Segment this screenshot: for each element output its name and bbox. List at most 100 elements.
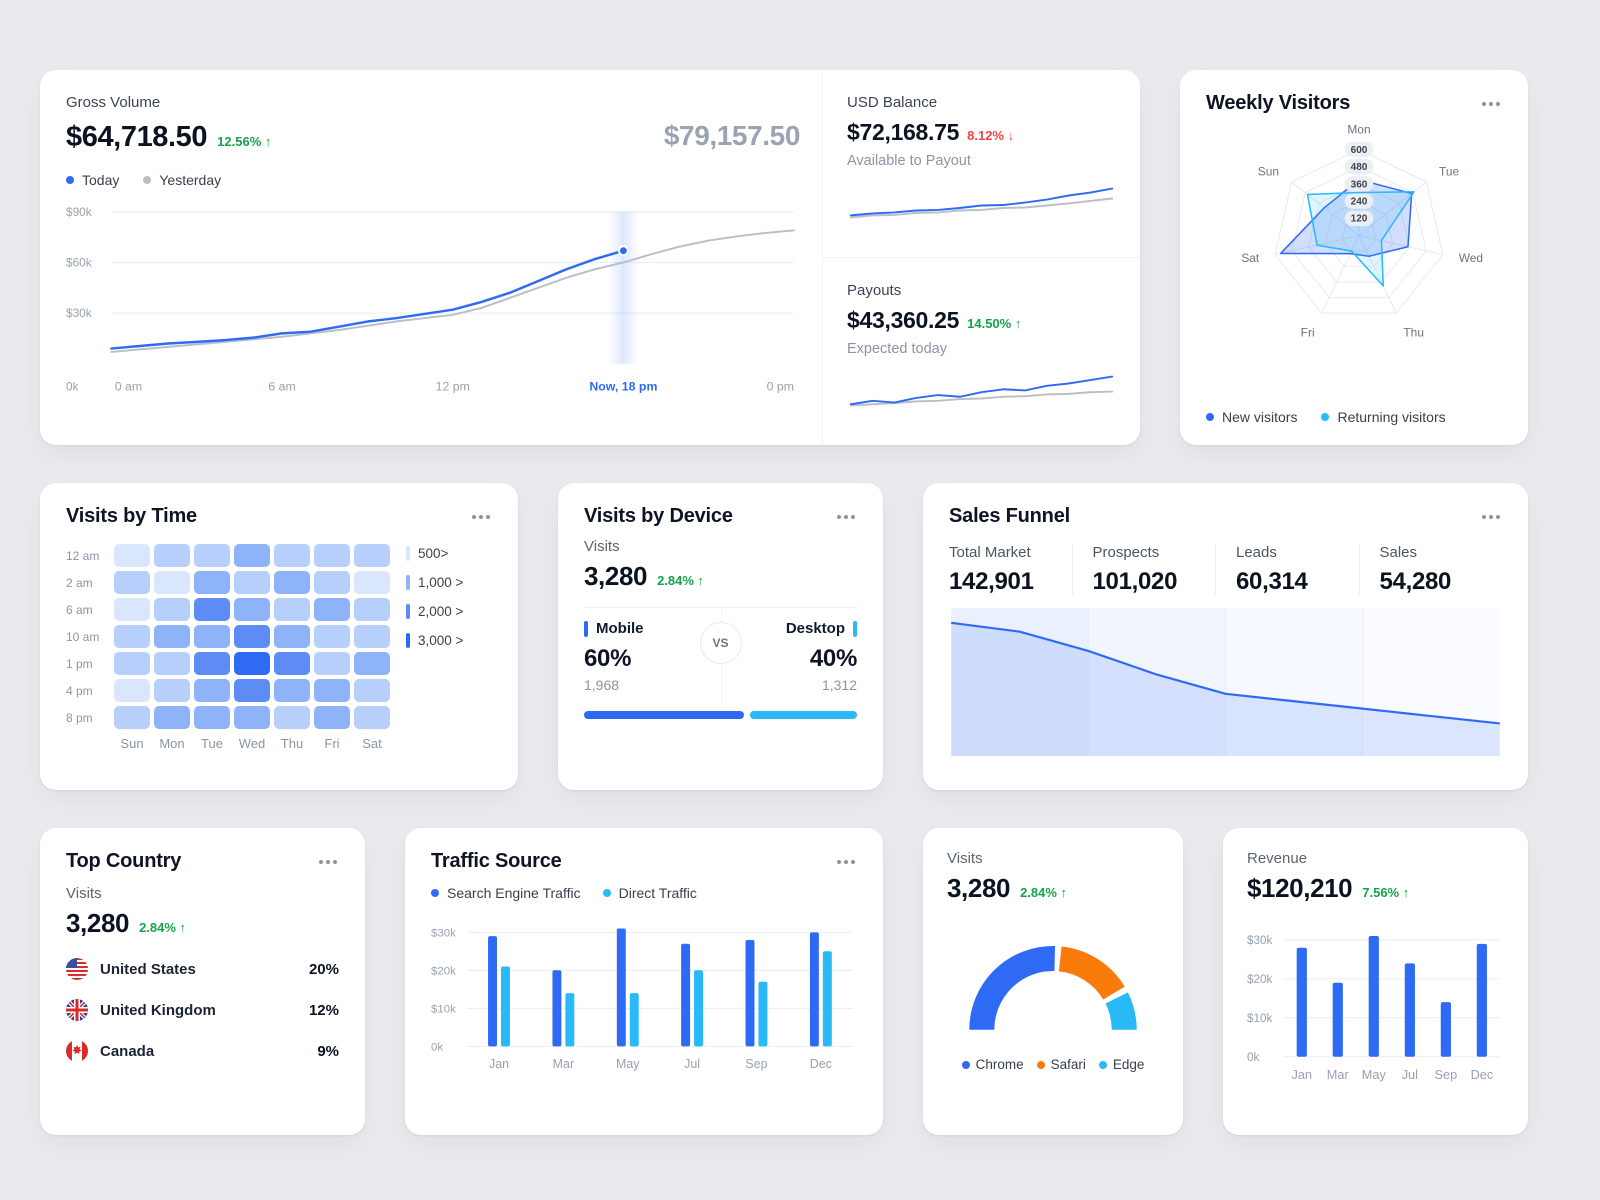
visits-by-time-title: Visits by Time [66, 505, 197, 527]
svg-text:120: 120 [1351, 214, 1368, 225]
more-options-icon[interactable] [470, 509, 492, 525]
heatmap-cell [194, 571, 230, 594]
new-visitors-dot-icon [1206, 413, 1214, 421]
heatmap-cell [314, 571, 350, 594]
heatmap-cell [114, 598, 150, 621]
svg-text:Dec: Dec [810, 1057, 832, 1071]
heatmap-cell [194, 625, 230, 648]
heatmap-legend-item[interactable]: 1,000 > [406, 575, 492, 590]
legend-item-safari[interactable]: Safari [1036, 1057, 1086, 1072]
more-options-icon[interactable] [1480, 509, 1502, 525]
search-engine-dot-icon [431, 889, 439, 897]
usd-balance-title: USD Balance [847, 94, 938, 111]
heatmap-cell [354, 544, 390, 567]
heatmap-cell [234, 679, 270, 702]
legend-item-new-visitors[interactable]: New visitors [1206, 409, 1297, 425]
heatmap-cell [194, 706, 230, 729]
funnel-stat-leads: Leads 60,314 [1215, 544, 1359, 596]
top-country-card: Top Country Visits 3,280 2.84% ↑ [40, 828, 365, 1135]
svg-text:12 pm: 12 pm [436, 379, 470, 393]
gross-volume-section: Gross Volume $64,718.50 12.56% ↑ $79,157… [40, 70, 822, 445]
svg-text:240: 240 [1351, 196, 1368, 207]
funnel-stat-sales: Sales 54,280 [1358, 544, 1503, 596]
heatmap-cell [274, 571, 310, 594]
heatmap-cell [234, 652, 270, 675]
more-options-icon[interactable] [1480, 96, 1502, 112]
heatmap-legend-item[interactable]: 3,000 > [406, 633, 492, 648]
today-dot-icon [66, 176, 74, 184]
more-options-icon[interactable] [835, 509, 857, 525]
heatmap-cell [194, 679, 230, 702]
country-row-united-states[interactable]: United States 20% [66, 958, 339, 980]
yesterday-total-value: $79,157.50 [663, 120, 801, 151]
heatmap-time-label: 2 am [66, 575, 93, 590]
heatmap-cell [234, 625, 270, 648]
heatmap-cell [194, 544, 230, 567]
more-options-icon[interactable] [317, 854, 339, 870]
payouts-sparkline [849, 375, 1114, 407]
gross-volume-card: Gross Volume $64,718.50 12.56% ↑ $79,157… [40, 70, 1140, 445]
heatmap-cell [314, 544, 350, 567]
heatmap-legend-item[interactable]: 2,000 > [406, 604, 492, 619]
chrome-dot-icon [961, 1060, 970, 1069]
traffic-source-title: Traffic Source [431, 850, 562, 872]
svg-text:Jan: Jan [1291, 1067, 1312, 1082]
legend-item-search-engine[interactable]: Search Engine Traffic [431, 885, 581, 901]
heatmap-cell [274, 706, 310, 729]
desktop-count: 1,312 [821, 677, 857, 693]
svg-text:0k: 0k [1247, 1051, 1260, 1064]
heatmap-cell [314, 625, 350, 648]
heatmap-corner [66, 733, 110, 751]
country-row-canada[interactable]: Canada 9% [66, 1040, 339, 1062]
funnel-stats: Total Market 142,901 Prospects 101,020 L… [949, 544, 1502, 596]
funnel-stat-prospects: Prospects 101,020 [1071, 544, 1216, 596]
yesterday-dot-icon [143, 176, 152, 184]
legend-item-yesterday[interactable]: Yesterday [143, 172, 221, 188]
mobile-bar-icon [584, 620, 588, 637]
svg-text:0 am: 0 am [115, 379, 142, 393]
heatmap-time-label: 4 pm [66, 683, 93, 698]
svg-text:$30k: $30k [1247, 934, 1273, 947]
browser-legend: Chrome Safari Edge [947, 1057, 1159, 1072]
balance-payouts-section: USD Balance $72,168.75 8.12% ↓ Available… [822, 70, 1140, 445]
heatmap-cell [114, 571, 150, 594]
browser-share-gauge-chart [969, 946, 1137, 1031]
legend-item-returning-visitors[interactable]: Returning visitors [1321, 409, 1446, 425]
divider [584, 607, 857, 608]
heatmap-cell [274, 679, 310, 702]
revenue-change: 7.56% ↑ [1362, 885, 1410, 900]
direct-traffic-dot-icon [602, 889, 611, 897]
vs-badge: VS [699, 622, 742, 664]
weekly-visitors-legend: New visitors Returning visitors [1206, 409, 1502, 425]
heatmap-time-label: 10 am [66, 629, 100, 644]
legend-item-edge[interactable]: Edge [1098, 1057, 1144, 1072]
heatmap-cell [274, 598, 310, 621]
legend-item-direct-traffic[interactable]: Direct Traffic [602, 885, 697, 901]
heatmap-legend-item[interactable]: 500> [406, 546, 492, 561]
legend-item-chrome[interactable]: Chrome [961, 1057, 1024, 1072]
returning-visitors-dot-icon [1321, 413, 1330, 421]
heatmap-cell [114, 544, 150, 567]
payouts-section: Payouts $43,360.25 14.50% ↑ Expected tod… [823, 257, 1140, 445]
svg-text:Fri: Fri [1301, 325, 1315, 339]
mobile-count: 1,968 [584, 677, 620, 693]
legend-bar-icon [406, 604, 410, 619]
us-flag-icon [66, 958, 88, 980]
heatmap-day-label: Tue [201, 736, 223, 751]
legend-item-today[interactable]: Today [66, 172, 119, 188]
gross-volume-title: Gross Volume [66, 94, 161, 111]
country-row-united-kingdom[interactable]: United Kingdom 12% [66, 999, 339, 1021]
svg-text:$20k: $20k [1247, 973, 1273, 986]
heatmap-time-label: 8 pm [66, 710, 93, 725]
revenue-bar-chart: $30k $20k $10k 0k Jan Mar May Jul Sep Dec [1247, 934, 1500, 1082]
more-options-icon[interactable] [835, 854, 857, 870]
sales-funnel-card: Sales Funnel Total Market 142,901 Prospe… [923, 483, 1528, 790]
svg-text:Sep: Sep [1435, 1067, 1458, 1082]
svg-text:Now, 18 pm: Now, 18 pm [589, 379, 657, 393]
payouts-change: 14.50% ↑ [967, 316, 1022, 331]
heatmap-cell [354, 571, 390, 594]
mobile-percent: 60% [584, 645, 632, 672]
heatmap-cell [354, 652, 390, 675]
legend-bar-icon [406, 546, 410, 561]
